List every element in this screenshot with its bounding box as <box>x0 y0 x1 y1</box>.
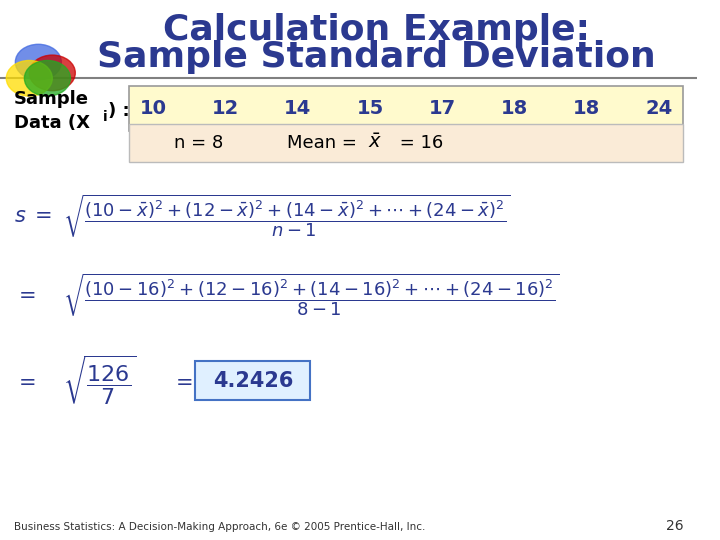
Text: 15: 15 <box>356 99 384 118</box>
Text: 14: 14 <box>284 99 312 118</box>
Text: 24: 24 <box>645 99 672 118</box>
Text: $\sqrt{\dfrac{126}{7}}$: $\sqrt{\dfrac{126}{7}}$ <box>63 354 136 407</box>
Text: n = 8: n = 8 <box>174 134 223 152</box>
Text: $\sqrt{\dfrac{(10-\bar{x})^2+(12-\bar{x})^2+(14-\bar{x})^2+\cdots+(24-\bar{x})^2: $\sqrt{\dfrac{(10-\bar{x})^2+(12-\bar{x}… <box>63 193 510 239</box>
Text: 4.2426: 4.2426 <box>213 370 293 391</box>
Text: ) :: ) : <box>108 102 130 120</box>
Text: Sample Standard Deviation: Sample Standard Deviation <box>97 40 656 73</box>
Text: 26: 26 <box>666 519 683 534</box>
Text: $=$: $=$ <box>14 284 35 305</box>
Text: $=$: $=$ <box>171 370 192 391</box>
Text: = 16: = 16 <box>394 134 444 152</box>
Text: Mean =: Mean = <box>287 134 363 152</box>
Text: $\bar{x}$: $\bar{x}$ <box>368 132 382 152</box>
Circle shape <box>30 55 76 91</box>
Circle shape <box>24 60 71 96</box>
FancyBboxPatch shape <box>195 361 310 400</box>
Text: i: i <box>103 110 108 124</box>
Text: 12: 12 <box>212 99 239 118</box>
Text: 17: 17 <box>428 99 456 118</box>
Text: Calculation Example:: Calculation Example: <box>163 13 590 46</box>
Text: Sample
Data (X: Sample Data (X <box>14 90 90 132</box>
Text: $\sqrt{\dfrac{(10-16)^2+(12-16)^2+(14-16)^2+\cdots+(24-16)^2}{8-1}}$: $\sqrt{\dfrac{(10-16)^2+(12-16)^2+(14-16… <box>63 271 559 318</box>
Text: 10: 10 <box>140 99 167 118</box>
Circle shape <box>15 44 61 80</box>
Circle shape <box>6 60 53 96</box>
FancyBboxPatch shape <box>129 86 683 131</box>
Text: $=$: $=$ <box>14 370 35 391</box>
Text: 18: 18 <box>573 99 600 118</box>
FancyBboxPatch shape <box>129 124 683 162</box>
Text: $s\;=$: $s\;=$ <box>14 206 52 226</box>
Text: Business Statistics: A Decision-Making Approach, 6e © 2005 Prentice-Hall, Inc.: Business Statistics: A Decision-Making A… <box>14 522 426 531</box>
Text: 18: 18 <box>501 99 528 118</box>
